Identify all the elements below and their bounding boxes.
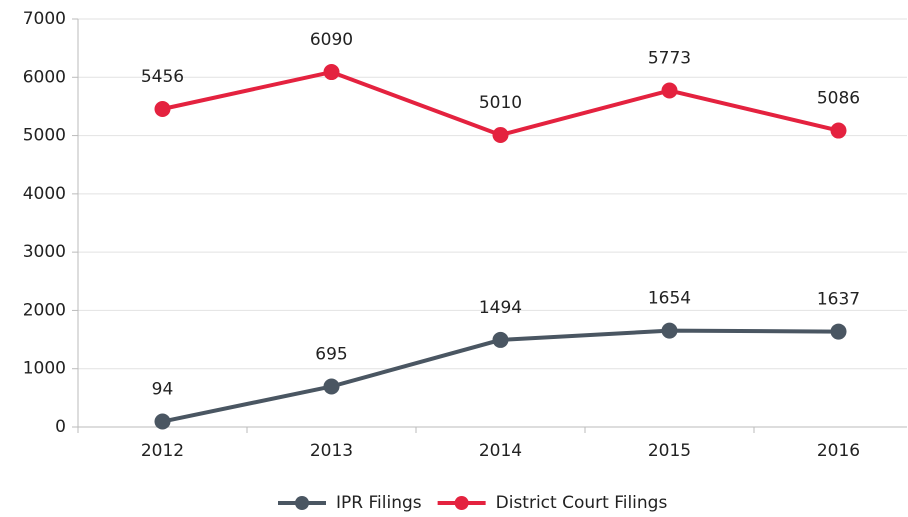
- y-tick-label: 2000: [23, 300, 66, 320]
- legend-label: District Court Filings: [496, 493, 668, 513]
- x-tick-label: 2016: [817, 441, 860, 461]
- point: [492, 126, 509, 143]
- data-label: 5086: [817, 89, 860, 109]
- point: [661, 322, 678, 339]
- data-label: 6090: [310, 30, 353, 50]
- point: [323, 64, 340, 81]
- data-label: 1637: [817, 290, 860, 310]
- y-tick-label: 3000: [23, 242, 66, 262]
- y-tick-label: 1000: [23, 359, 66, 379]
- y-tick-label: 0: [55, 417, 66, 437]
- legend-marker: [454, 496, 469, 510]
- point: [830, 323, 847, 340]
- data-label: 695: [315, 344, 347, 364]
- legend-label: IPR Filings: [336, 493, 422, 513]
- data-label: 1494: [479, 298, 522, 318]
- data-label: 1654: [648, 289, 691, 309]
- y-tick-label: 6000: [23, 67, 66, 87]
- point: [830, 122, 847, 139]
- data-label: 5773: [648, 49, 691, 69]
- point: [492, 331, 509, 348]
- data-label: 5010: [479, 93, 522, 113]
- x-tick-label: 2012: [141, 441, 184, 461]
- point: [154, 100, 171, 117]
- x-tick-label: 2015: [648, 441, 691, 461]
- y-tick-label: 4000: [23, 184, 66, 204]
- data-label: 5456: [141, 67, 184, 87]
- point: [661, 82, 678, 99]
- y-tick-label: 5000: [23, 126, 66, 146]
- legend-marker: [295, 496, 309, 510]
- x-tick-label: 2014: [479, 441, 522, 461]
- x-tick-label: 2013: [310, 441, 353, 461]
- point: [154, 413, 171, 430]
- y-tick-label: 7000: [23, 9, 66, 29]
- data-label: 94: [152, 380, 174, 400]
- point: [323, 378, 340, 395]
